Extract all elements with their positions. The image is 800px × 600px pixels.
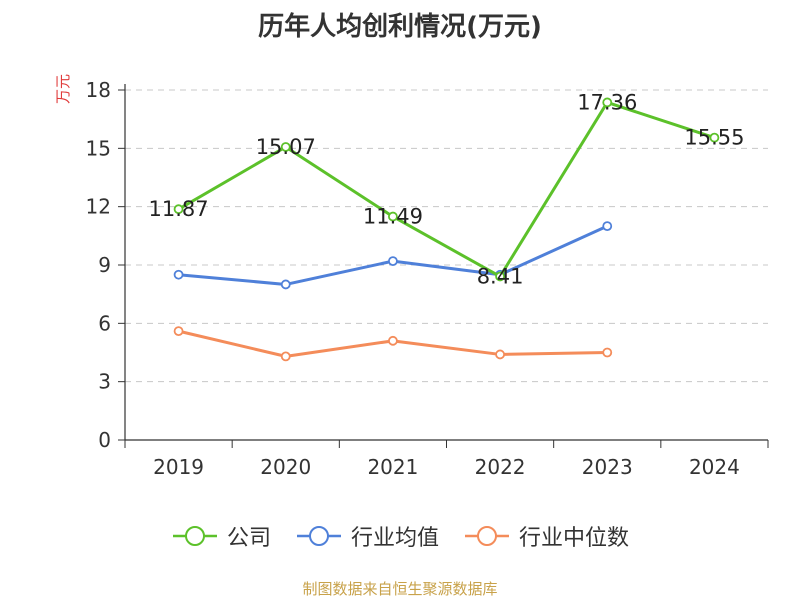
y-tick-label: 3 — [98, 370, 111, 394]
data-point — [173, 204, 184, 215]
legend-label-industry-average: 行业均值 — [350, 526, 439, 551]
data-label: 17.36 — [577, 90, 637, 114]
x-tick-label: 2024 — [689, 455, 740, 479]
series-line — [178, 224, 608, 286]
legend-industry-average-line-icon — [296, 526, 341, 546]
data-label: 15.55 — [684, 126, 744, 150]
chart-title: 历年人均创利情况(万元) — [258, 12, 542, 42]
data-label: 15.07 — [256, 135, 316, 159]
data-label: 8.41 — [477, 264, 524, 288]
data-point — [280, 279, 291, 290]
legend-label-company: 公司 — [226, 526, 271, 551]
data-point — [602, 221, 613, 232]
y-tick-label: 0 — [98, 428, 111, 452]
legend-item-industry-average[interactable]: 行业均值 — [295, 520, 439, 552]
data-label: 11.49 — [363, 205, 423, 229]
data-point — [709, 132, 720, 143]
data-point — [280, 142, 291, 152]
data-point — [173, 269, 184, 280]
data-point — [388, 335, 398, 346]
data-point — [280, 351, 291, 362]
data-point — [173, 326, 184, 337]
x-tick-label: 2021 — [367, 455, 418, 479]
y-tick-label: 18 — [86, 78, 111, 102]
data-point — [602, 347, 613, 358]
y-tick-label: 15 — [86, 136, 111, 160]
series-line — [177, 100, 715, 278]
y-tick-label: 6 — [98, 311, 111, 335]
legend-item-company[interactable]: 公司 — [171, 520, 271, 552]
legend-label-industry-median: 行业中位数 — [519, 526, 630, 551]
data-point — [388, 211, 398, 222]
x-tick-label: 2022 — [475, 455, 526, 479]
legend-industry-median-line-icon — [465, 526, 509, 546]
x-tick-label: 2020 — [260, 455, 311, 479]
y-tick-label: 12 — [86, 195, 111, 219]
x-tick-label: 2019 — [153, 455, 204, 479]
data-label: 11.87 — [149, 197, 209, 221]
y-tick-label: 9 — [98, 253, 111, 277]
legend-item-industry-median[interactable]: 行业中位数 — [463, 520, 629, 552]
chart-legend: 公司 行业均值 行业中位数 — [0, 520, 800, 552]
data-point — [495, 271, 505, 282]
data-source-note: 制图数据来自恒生聚源数据库 — [302, 580, 498, 598]
data-point — [388, 256, 398, 267]
legend-company-line-icon — [172, 526, 217, 546]
x-tick-label: 2023 — [582, 455, 633, 479]
data-point — [602, 97, 613, 108]
data-point — [495, 349, 505, 360]
